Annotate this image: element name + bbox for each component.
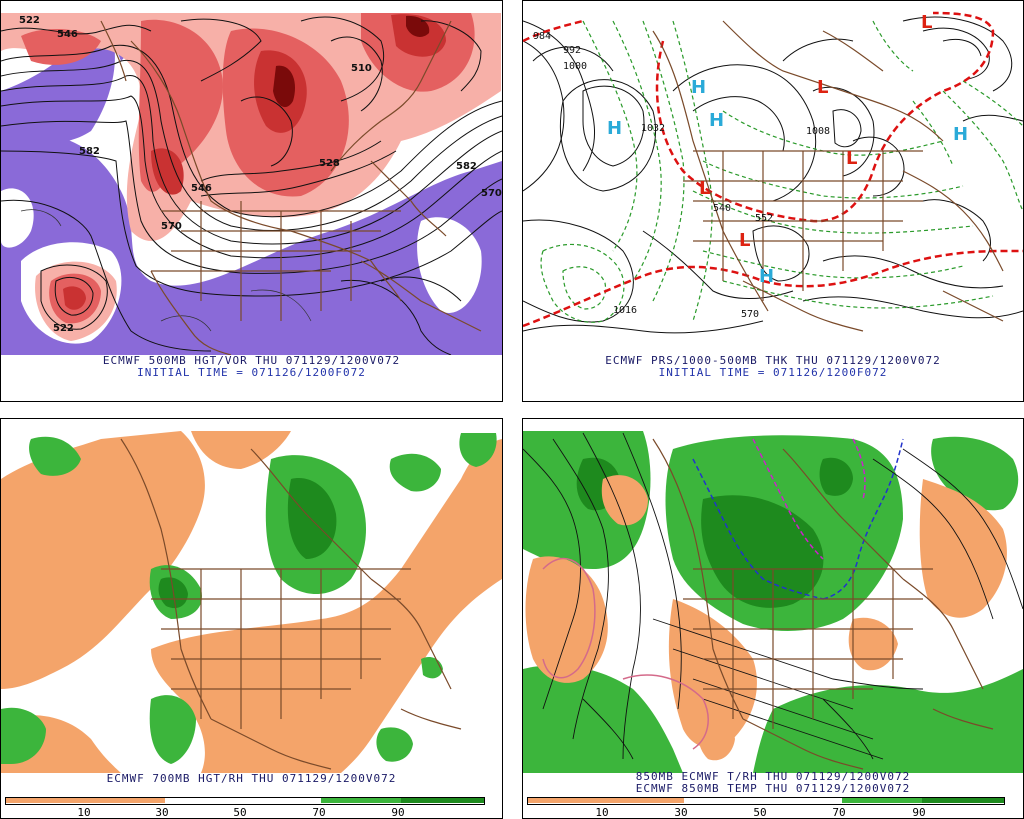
contour-label: 570 [481, 188, 502, 199]
contour-label: 528 [319, 158, 340, 169]
panel-caption-secondary: ECMWF 850MB TEMP THU 071129/1200V072 [635, 782, 911, 795]
scale-segment-moist [842, 797, 922, 803]
contour-label: 992 [563, 45, 581, 56]
vorticity-map: 522 546 510 528 546 582 582 570 570 522 [1, 13, 502, 355]
pressure-thickness-map: 984 992 1000 1032 1008 1016 540 552 570 … [523, 11, 1023, 355]
contour-label: 552 [755, 213, 773, 224]
map-borders [120, 438, 462, 770]
scale-tick: 50 [233, 806, 247, 819]
contour-label: 522 [53, 323, 74, 334]
scale-segment-very-moist [922, 797, 1005, 803]
contour-label: 1000 [563, 61, 587, 72]
scale-tick: 90 [391, 806, 405, 819]
scale-tick: 30 [674, 806, 688, 819]
scale-segment-very-moist [401, 797, 485, 803]
initial-time-caption: INITIAL TIME = 071126/1200F072 [137, 366, 366, 379]
contour-label: 540 [713, 203, 731, 214]
scale-tick: 10 [77, 806, 91, 819]
contour-label: 510 [351, 63, 372, 74]
rh-color-scale: 10 30 50 70 90 [527, 797, 1005, 819]
contour-label: 546 [57, 29, 78, 40]
panel-caption: ECMWF 500MB HGT/VOR THU 071129/1200V072 [102, 354, 401, 367]
high-pressure-center: H [607, 118, 622, 139]
contour-label: 1032 [641, 123, 665, 134]
scale-segment-moist [321, 797, 401, 803]
low-pressure-center: L [921, 12, 932, 33]
contour-label: 582 [79, 146, 100, 157]
panel-caption: 850MB ECMWF T/RH THU 071129/1200V072 [635, 770, 911, 783]
map-borders [652, 20, 1004, 332]
temperature-contours [523, 432, 1023, 760]
contour-label: 582 [456, 161, 477, 172]
initial-time-caption: INITIAL TIME = 071126/1200F072 [658, 366, 888, 379]
low-pressure-center: L [699, 178, 710, 199]
contour-label: 570 [741, 309, 759, 320]
contour-label: 1008 [806, 126, 830, 137]
panel-500mb-hgt-vor: 522 546 510 528 546 582 582 570 570 522 … [0, 0, 503, 402]
scale-tick: 70 [832, 806, 846, 819]
rh-color-scale: 10 30 50 70 90 [5, 797, 485, 819]
scale-tick: 90 [912, 806, 926, 819]
panel-700mb-hgt-rh: ECMWF 700MB HGT/RH THU 071129/1200V072 1… [0, 418, 503, 819]
rh-700mb-map [1, 431, 502, 773]
temp-rh-850mb-map [523, 431, 1023, 773]
thickness-540-red [523, 11, 1023, 328]
panel-850mb-temp-rh: 850MB ECMWF T/RH THU 071129/1200V072 ECM… [522, 418, 1024, 819]
zero-isotherm-blue [692, 438, 904, 600]
low-pressure-center: L [846, 148, 857, 169]
map-borders [652, 438, 994, 770]
scale-segment-neutral [684, 797, 842, 803]
scale-tick: 10 [595, 806, 609, 819]
panel-caption: ECMWF PRS/1000-500MB THK THU 071129/1200… [605, 354, 941, 367]
contour-label: 570 [161, 221, 182, 232]
contour-label: 984 [533, 31, 551, 42]
contour-label: 522 [19, 15, 40, 26]
high-pressure-center: H [953, 124, 968, 145]
scale-segment-dry [5, 797, 165, 803]
map-borders [100, 20, 482, 355]
panel-prs-thickness: 984 992 1000 1032 1008 1016 540 552 570 … [522, 0, 1024, 402]
contour-label: 1016 [613, 305, 637, 316]
scale-tick: 70 [312, 806, 326, 819]
low-pressure-center: L [739, 230, 750, 251]
scale-segment-dry [527, 797, 684, 803]
low-pressure-center: L [817, 77, 828, 98]
high-pressure-center: H [709, 110, 724, 131]
scale-tick: 50 [753, 806, 767, 819]
high-pressure-center: H [691, 77, 706, 98]
scale-segment-neutral [165, 797, 321, 803]
high-pressure-center: H [759, 266, 774, 287]
scale-tick: 30 [155, 806, 169, 819]
contour-label: 546 [191, 183, 212, 194]
isotherm-pink [542, 558, 709, 750]
isotherm-magenta [752, 438, 866, 560]
isobars [523, 16, 1023, 334]
height-contours [1, 16, 502, 355]
panel-caption: ECMWF 700MB HGT/RH THU 071129/1200V072 [106, 772, 397, 785]
